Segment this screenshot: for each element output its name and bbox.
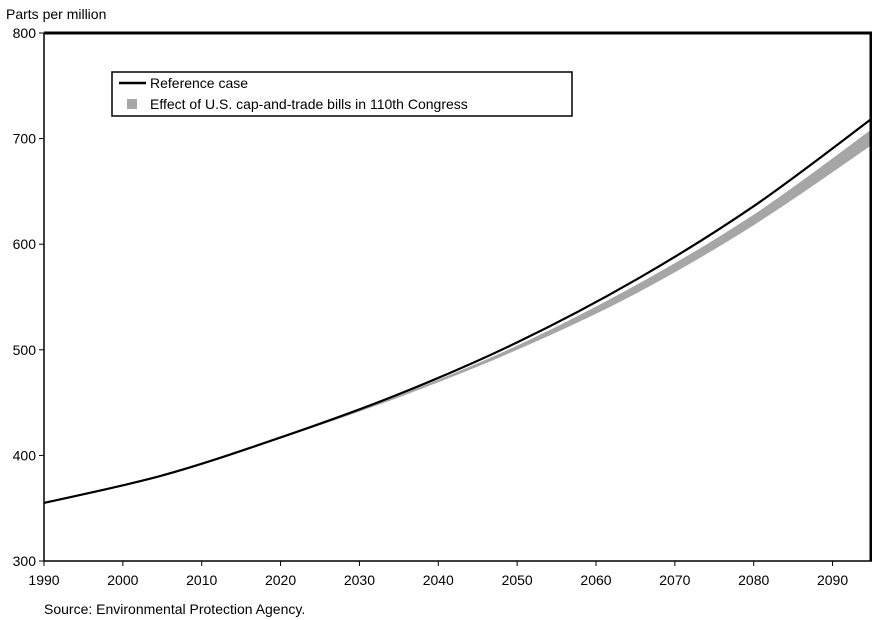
x-tick-label: 2030	[344, 572, 375, 588]
y-tick-label: 300	[13, 553, 37, 569]
legend-label-cap-and-trade-effect: Effect of U.S. cap-and-trade bills in 11…	[150, 96, 468, 112]
legend-swatch-cap-and-trade-effect	[127, 99, 137, 109]
y-tick-label: 700	[13, 131, 37, 147]
x-tick-label: 2040	[423, 572, 454, 588]
y-tick-label: 400	[13, 447, 37, 463]
x-tick-label: 2020	[265, 572, 296, 588]
y-tick-label: 600	[13, 236, 37, 252]
axes: 300 400 500 600 700 800 1990 2000 2010 2020 2030 20…	[13, 25, 872, 588]
x-tick-label: 2000	[107, 572, 138, 588]
y-tick-label: 500	[13, 342, 37, 358]
x-tick-label: 2010	[186, 572, 217, 588]
x-tick-label: 2060	[580, 572, 611, 588]
x-tick-label: 2080	[738, 572, 769, 588]
legend: Reference case Effect of U.S. cap-and-tra…	[111, 71, 573, 117]
series-band-cap-and-trade-effect	[44, 129, 872, 503]
series-line-reference-case	[44, 117, 872, 504]
legend-label-reference-case: Reference case	[150, 75, 248, 91]
source-note: Source: Environmental Protection Agency.	[44, 601, 306, 617]
plot-area	[44, 117, 872, 504]
legend-box	[111, 71, 573, 117]
x-tick-label: 2090	[817, 572, 848, 588]
x-tick-label: 2070	[659, 572, 690, 588]
y-axis-unit-label: Parts per million	[6, 6, 106, 22]
x-tick-label: 1990	[28, 572, 59, 588]
y-tick-label: 800	[13, 25, 37, 41]
x-tick-label: 2050	[502, 572, 533, 588]
